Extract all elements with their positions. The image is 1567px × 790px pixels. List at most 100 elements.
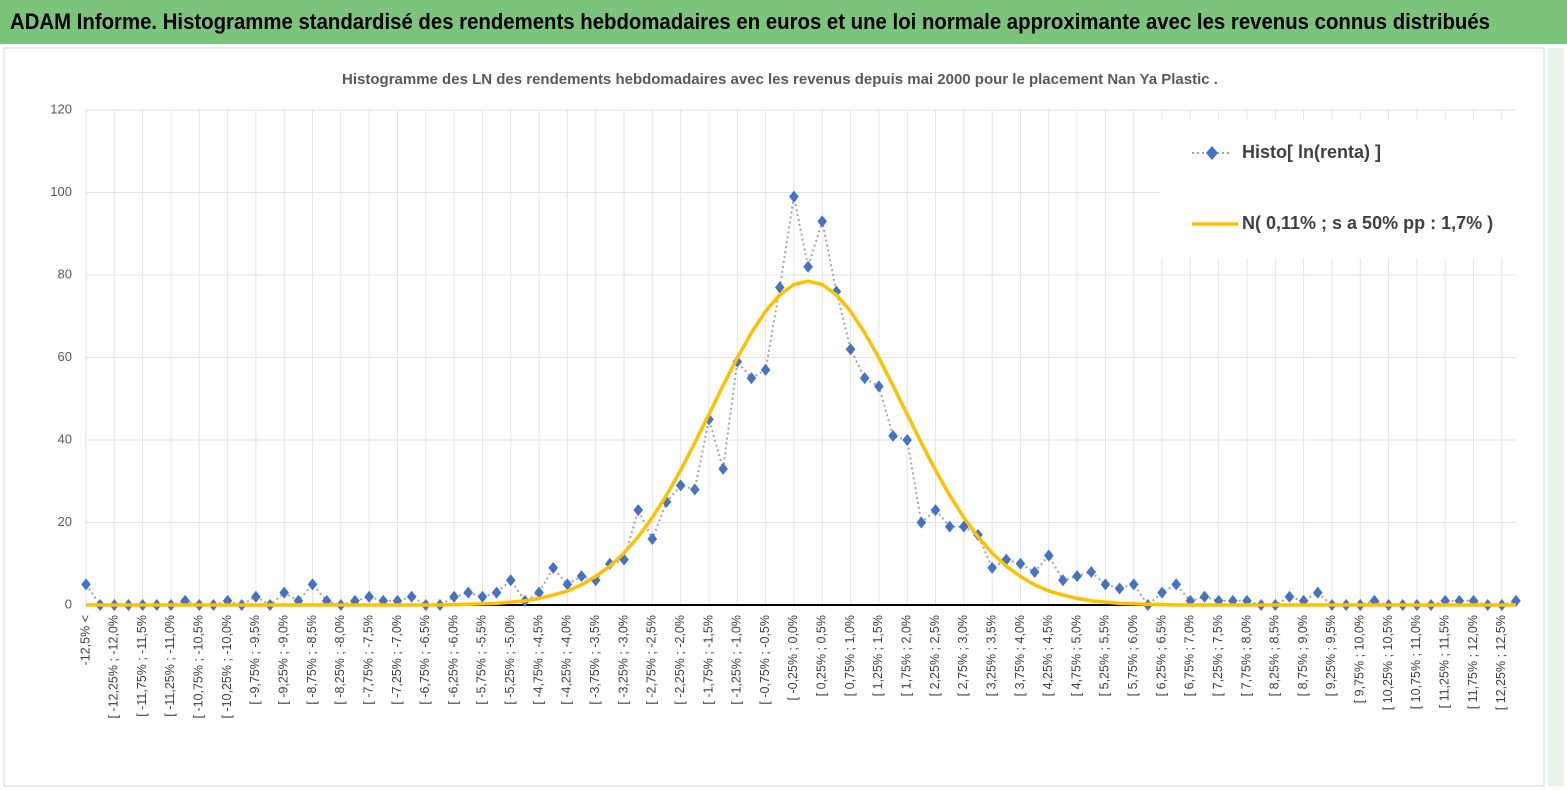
x-tick-label: [ 6,75% ; 7,0%: [1183, 615, 1197, 696]
histo-marker: [1128, 578, 1139, 591]
histo-marker: [576, 570, 587, 583]
x-tick-label: [ -1,75% ; -1,5%: [701, 615, 715, 705]
x-tick-label: [ -8,75% ; -8,5%: [305, 615, 319, 705]
histo-marker: [491, 586, 502, 599]
chart-title: Histogramme des LN des rendements hebdom…: [342, 71, 1218, 88]
histo-marker: [690, 483, 700, 496]
x-tick-label: [ -11,25% ; -11,0%: [163, 615, 177, 717]
histo-marker: [406, 590, 417, 603]
histo-marker: [505, 574, 516, 587]
x-tick-label: [ -11,75% ; -11,5%: [135, 615, 149, 717]
x-tick-label: [ 11,25% ; 11,5%: [1438, 615, 1452, 708]
histo-marker: [944, 520, 955, 533]
legend-box: [1160, 120, 1520, 258]
x-tick-label: [ -6,25% ; -6,0%: [446, 615, 460, 705]
x-tick-label: [ -3,25% ; -3,0%: [616, 615, 630, 705]
histo-marker: [1029, 566, 1040, 578]
x-tick-label: [ -7,75% ; -7,5%: [361, 615, 375, 705]
x-tick-label: [ 10,75% ; 11,0%: [1409, 615, 1423, 709]
x-tick-label: [ 0,25% ; 0,5%: [815, 615, 829, 696]
histo-marker: [902, 434, 912, 446]
x-tick-label: [ 3,75% ; 4,0%: [1013, 615, 1027, 696]
x-tick-label: -12,5% <: [78, 615, 92, 665]
side-strip: [1548, 48, 1564, 786]
x-tick-label: [ 3,25% ; 3,5%: [984, 615, 998, 696]
histo-marker: [364, 590, 374, 603]
histo-marker: [633, 504, 643, 517]
histo-marker: [548, 561, 559, 574]
x-tick-label: [ -6,75% ; -6,5%: [418, 615, 432, 705]
histo-marker: [1114, 582, 1125, 595]
y-tick-label: 0: [65, 596, 72, 611]
x-tick-label: [ -9,25% ; -9,0%: [277, 615, 291, 705]
normal-curve: [86, 279, 1516, 607]
histo-marker: [307, 578, 318, 591]
x-tick-label: [ -4,75% ; -4,5%: [531, 615, 545, 705]
histo-marker: [1157, 586, 1167, 599]
histo-marker: [817, 215, 828, 228]
histo-marker: [477, 590, 488, 603]
y-tick-label: 60: [58, 349, 72, 364]
x-tick-label: [ -9,75% ; -9,5%: [248, 615, 262, 705]
x-tick-label: [ 7,25% ; 7,5%: [1211, 615, 1225, 696]
histo-marker: [1058, 574, 1068, 587]
x-tick-label: [ -10,75% ; -10,5%: [192, 615, 206, 719]
header-title: ADAM Informe. Histogramme standardisé de…: [10, 9, 1490, 34]
x-tick-label: [ 6,25% ; 6,5%: [1154, 615, 1168, 696]
x-tick-label: [ -8,25% ; -8,0%: [333, 615, 347, 705]
x-tick-label: [ -1,25% ; -1,0%: [730, 615, 744, 705]
x-tick-label: [ -3,75% ; -3,5%: [588, 615, 602, 705]
histo-marker: [959, 520, 969, 533]
histo-marker: [81, 578, 91, 591]
histo-marker: [251, 590, 261, 603]
y-tick-label: 40: [58, 431, 72, 446]
histo-marker: [916, 516, 927, 529]
chart-border: [3, 47, 1545, 787]
legend-label: N( 0,11% ; s a 50% pp : 1,7% ): [1242, 213, 1493, 233]
x-tick-label: [ -5,75% ; -5,5%: [475, 615, 489, 705]
histo-marker: [1171, 578, 1181, 591]
y-tick-label: 20: [58, 514, 72, 529]
histo-marker: [774, 281, 785, 294]
histo-marker: [888, 429, 898, 442]
histo-marker: [1086, 566, 1097, 578]
x-tick-label: [ 4,75% ; 5,0%: [1069, 615, 1083, 696]
histo-marker: [449, 590, 459, 603]
x-tick-label: [ 8,25% ; 8,5%: [1268, 615, 1282, 696]
histo-marker: [1072, 570, 1082, 583]
histo-marker: [1284, 590, 1295, 603]
histo-marker: [803, 260, 813, 273]
x-tick-label: [ 10,25% ; 10,5%: [1381, 615, 1395, 710]
x-tick-label: [ 8,75% ; 9,0%: [1296, 615, 1310, 696]
histo-marker: [1100, 578, 1111, 591]
x-tick-label: [ -12,25% ; -12,0%: [107, 615, 121, 719]
x-tick-label: [ 12,25% ; 12,5%: [1494, 615, 1508, 710]
histo-marker: [789, 190, 799, 203]
histo-marker: [534, 586, 544, 599]
x-tick-label: [ -2,25% ; -2,0%: [673, 615, 687, 705]
histo-marker: [845, 343, 856, 356]
x-tick-label: [ 9,25% ; 9,5%: [1324, 615, 1338, 696]
histo-marker: [1312, 586, 1323, 599]
histo-marker: [746, 372, 757, 385]
histo-marker: [1043, 549, 1054, 562]
legend-label: Histo[ ln(renta) ]: [1242, 142, 1381, 162]
histo-marker: [647, 533, 658, 545]
histo-marker: [930, 504, 941, 517]
x-tick-label: [ -5,25% ; -5,0%: [503, 615, 517, 705]
histo-marker: [987, 561, 997, 574]
x-tick-label: [ -0,75% ; -0,5%: [758, 615, 772, 705]
histo-marker: [562, 578, 573, 591]
x-tick-label: [ 4,25% ; 4,5%: [1041, 615, 1055, 696]
legend-marker: [1206, 146, 1218, 160]
histo-marker: [859, 372, 870, 385]
histo-marker: [675, 479, 686, 492]
x-tick-label: [ 5,75% ; 6,0%: [1126, 615, 1140, 696]
histo-marker: [874, 380, 884, 393]
histo-marker: [279, 586, 290, 599]
x-tick-label: [ 2,25% ; 2,5%: [928, 615, 942, 696]
histo-marker: [760, 363, 771, 376]
x-tick-label: [ -2,75% ; -2,5%: [645, 615, 659, 705]
histo-marker: [1015, 557, 1026, 570]
x-tick-label: [ -4,25% ; -4,0%: [560, 615, 574, 705]
